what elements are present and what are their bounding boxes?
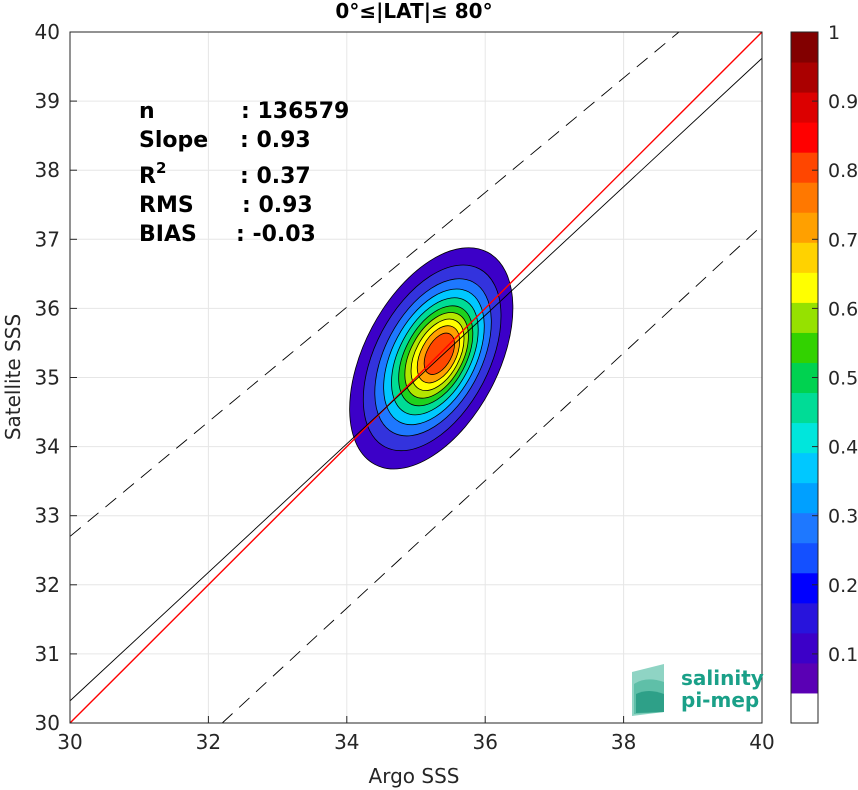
colorbar-segment xyxy=(791,302,818,333)
y-tick-label: 37 xyxy=(35,227,60,251)
colorbar-segment xyxy=(791,512,818,544)
colorbar-tick-label: 0.6 xyxy=(828,298,858,320)
y-tick-label: 35 xyxy=(35,366,60,390)
colorbar-segment xyxy=(791,662,818,694)
y-tick-label: 36 xyxy=(35,296,60,320)
reference-lines xyxy=(69,31,763,724)
colorbar-segment xyxy=(791,452,818,484)
y-tick-label: 33 xyxy=(35,504,60,528)
logo: salinity pi-mep xyxy=(632,664,764,716)
colorbar-segment xyxy=(791,392,818,424)
y-tick-label: 31 xyxy=(35,642,60,666)
colorbar-segment xyxy=(791,692,818,724)
colorbar-tick-label: 0.2 xyxy=(828,575,858,597)
stat-value: : 0.93 xyxy=(242,193,313,218)
colorbar-segment xyxy=(791,92,818,123)
colorbar-tick-label: 0.3 xyxy=(828,506,858,528)
colorbar-segment xyxy=(791,332,818,363)
stat-label: RMS xyxy=(139,193,194,218)
colorbar-segment xyxy=(791,482,818,514)
y-axis-title: Satellite SSS xyxy=(1,314,25,440)
y-tick-label: 32 xyxy=(35,573,60,597)
colorbar-segment xyxy=(791,182,818,213)
regression-line xyxy=(69,57,763,702)
colorbar-tick-label: 0.8 xyxy=(828,160,858,182)
density-contours xyxy=(349,247,514,470)
colorbar-segment xyxy=(791,212,818,243)
colorbar-segment xyxy=(791,422,818,454)
x-axis-ticks: 30 32 34 36 38 40 xyxy=(57,716,775,754)
colorbar-tick-label: 0.9 xyxy=(828,91,858,113)
x-tick-label: 36 xyxy=(472,730,497,754)
x-tick-label: 38 xyxy=(611,730,636,754)
colorbar-tick-label: 0.1 xyxy=(828,644,858,666)
colorbar-segment xyxy=(791,632,818,664)
logo-line1: salinity xyxy=(681,666,764,690)
y-tick-label: 30 xyxy=(35,711,60,735)
colorbar-segment xyxy=(791,602,818,634)
lower-bound-dashed-line xyxy=(221,225,763,724)
colorbar: 0.1 0.2 0.3 0.4 0.5 0.6 0.7 0.8 0.9 1 xyxy=(790,22,858,724)
plot-area xyxy=(69,31,763,724)
y-axis-ticks: 30 31 32 33 34 35 36 37 38 39 40 xyxy=(35,20,77,735)
identity-line xyxy=(69,31,763,724)
upper-bound-dashed-line xyxy=(69,31,680,537)
logo-mark-icon xyxy=(632,664,664,716)
colorbar-segment xyxy=(791,272,818,303)
colorbar-tick-label: 1 xyxy=(828,22,840,44)
stat-label: Slope xyxy=(139,128,208,153)
y-tick-label: 34 xyxy=(35,435,60,459)
colorbar-segment xyxy=(791,62,818,93)
colorbar-segment xyxy=(791,542,818,574)
x-tick-label: 34 xyxy=(334,730,359,754)
colorbar-segment xyxy=(791,122,818,153)
logo-line2: pi-mep xyxy=(681,688,759,712)
y-tick-label: 38 xyxy=(35,158,60,182)
colorbar-segment xyxy=(791,32,818,63)
colorbar-tick-label: 0.5 xyxy=(828,368,858,390)
x-tick-label: 40 xyxy=(749,730,774,754)
colorbar-segment xyxy=(791,242,818,273)
colorbar-segment xyxy=(791,572,818,604)
stat-value: : 136579 xyxy=(241,99,349,124)
colorbar-segment xyxy=(791,152,818,183)
y-tick-label: 39 xyxy=(35,89,60,113)
x-tick-label: 32 xyxy=(196,730,221,754)
stat-value: : 0.37 xyxy=(240,164,311,189)
stat-label: BIAS xyxy=(139,222,197,247)
colorbar-tick-label: 0.4 xyxy=(828,437,858,459)
colorbar-tick-label: 0.7 xyxy=(828,229,858,251)
stat-value: : 0.93 xyxy=(240,128,311,153)
x-axis-title: Argo SSS xyxy=(369,764,460,788)
chart-title: 0°≤|LAT|≤ 80° xyxy=(335,0,492,23)
x-tick-label: 30 xyxy=(57,730,82,754)
stat-value: : -0.03 xyxy=(236,222,316,247)
y-tick-label: 40 xyxy=(35,20,60,44)
stat-label: n xyxy=(139,99,155,124)
